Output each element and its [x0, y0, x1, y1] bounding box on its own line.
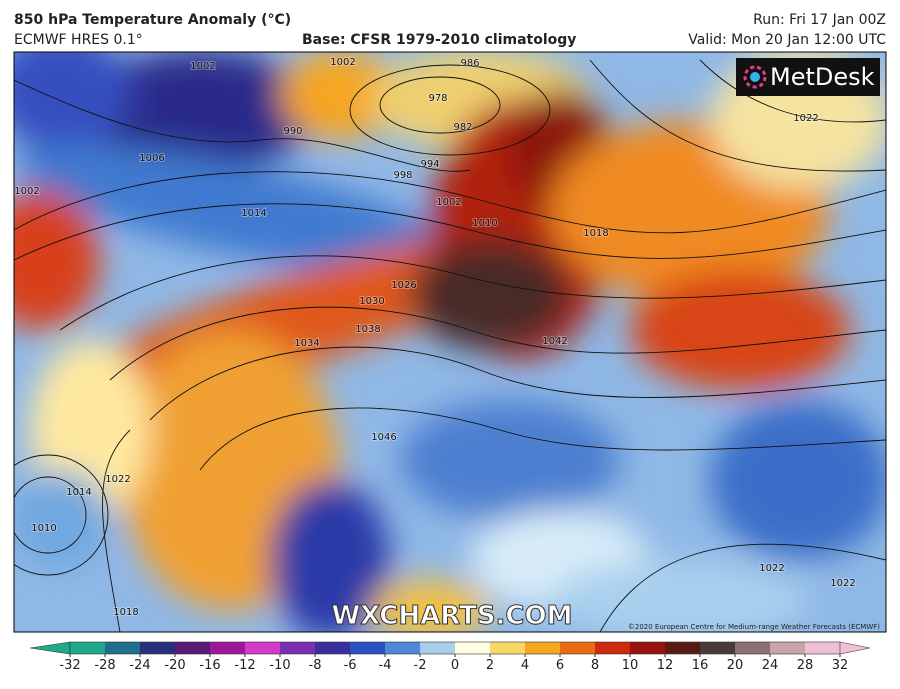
colorbar-segment: [665, 642, 701, 654]
colorbar-segment: [315, 642, 351, 654]
colorbar-tick-label: 2: [486, 658, 494, 673]
isobar-labels: 1002 1002 986 978 982 994 998 1002 1006 1014 1002 9…: [14, 56, 857, 619]
watermark: WXCHARTS.COM: [331, 601, 572, 631]
colorbar-tick-label: 16: [692, 658, 709, 673]
colorbar-tick-label: 10: [622, 658, 639, 673]
colorbar-tick-label: -4: [379, 658, 392, 673]
colorbar-segment: [70, 642, 106, 654]
isobar-label: 1022: [830, 578, 855, 589]
isobar-label: 1042: [542, 336, 567, 347]
valid: Valid: Mon 20 Jan 12:00 UTC: [688, 32, 886, 48]
colorbar-tick-label: -12: [234, 658, 255, 673]
colorbar-tick-label: -28: [94, 658, 115, 673]
base: Base: CFSR 1979-2010 climatology: [302, 32, 576, 48]
isobar-label: 998: [393, 170, 412, 181]
colorbar-arrow-left: [29, 641, 71, 655]
isobar-label: 1002: [14, 186, 39, 197]
isobar-label: 1002: [436, 197, 461, 208]
colorbar-segment: [420, 642, 456, 654]
colorbar-tick-label: 6: [556, 658, 564, 673]
isobar-label: 1010: [472, 218, 497, 229]
isobar-label: 1046: [371, 432, 396, 443]
logo-icon: [743, 65, 767, 89]
colorbar-segment: [140, 642, 176, 654]
colorbar-tick-label: 4: [521, 658, 529, 673]
map: 1002 1002 986 978 982 994 998 1002 1006 1014 1002 9…: [14, 52, 886, 632]
colorbar-segment: [735, 642, 771, 654]
logo-text: MetDesk: [770, 63, 875, 91]
colorbar-segment: [175, 642, 211, 654]
isobar-label: 1014: [241, 208, 266, 219]
colorbar-segment: [595, 642, 631, 654]
colorbar-arrow-right: [839, 641, 871, 655]
map-frame: [13, 51, 887, 633]
isobar-label: 1022: [759, 563, 784, 574]
isobar-label: 990: [283, 126, 302, 137]
isobar-label: 986: [460, 58, 479, 69]
colorbar-tick-label: -2: [414, 658, 427, 673]
isobar-label: 1034: [294, 338, 319, 349]
colorbar-segment: [105, 642, 141, 654]
isobar-label: 1026: [391, 280, 416, 291]
model: ECMWF HRES 0.1°: [14, 32, 143, 48]
colorbar: -32 -28 -24 -20 -16 -12 -10 -8 -6 -4 -2 0 2 4 6 8 10 12 16…: [29, 641, 871, 673]
colorbar-segment: [490, 642, 526, 654]
isobar-label: 982: [453, 122, 472, 133]
colorbar-segment: [630, 642, 666, 654]
colorbar-tick-label: -32: [59, 658, 80, 673]
colorbar-segment: [700, 642, 736, 654]
colorbar-segment: [770, 642, 806, 654]
isobar-label: 1018: [583, 228, 608, 239]
isobar-label: 994: [420, 159, 439, 170]
isobar-label: 1006: [139, 153, 164, 164]
isobar-label: 1002: [190, 61, 215, 72]
colorbar-tick-label: 28: [797, 658, 814, 673]
title: 850 hPa Temperature Anomaly (°C): [14, 12, 291, 28]
colorbar-tick-label: 12: [657, 658, 674, 673]
colorbar-segment: [245, 642, 281, 654]
colorbar-segment: [350, 642, 386, 654]
colorbar-segment: [525, 642, 561, 654]
colorbar-segment: [385, 642, 421, 654]
colorbar-tick-label: 8: [591, 658, 599, 673]
isobar-label: 1018: [113, 607, 138, 618]
colorbar-tick-label: 0: [451, 658, 459, 673]
isobars: [14, 59, 886, 632]
colorbar-tick-label: 32: [832, 658, 849, 673]
colorbar-segment: [455, 642, 491, 654]
colorbar-segment: [280, 642, 316, 654]
isobar-label: 1014: [66, 487, 91, 498]
colorbar-tick-label: -6: [344, 658, 357, 673]
isobar-label: 1030: [359, 296, 384, 307]
isobar-label: 1038: [355, 324, 380, 335]
isobar-label: 1022: [105, 474, 130, 485]
colorbar-tick-label: 20: [727, 658, 744, 673]
colorbar-tick-label: -24: [129, 658, 150, 673]
colorbar-tick-label: -8: [309, 658, 322, 673]
copyright: ©2020 European Centre for Medium-range W…: [628, 623, 880, 631]
colorbar-segment: [805, 642, 841, 654]
anomaly-field: [14, 52, 886, 632]
isobar-label: 1002: [330, 57, 355, 68]
colorbar-tick-label: -20: [164, 658, 185, 673]
colorbar-tick-label: -16: [199, 658, 220, 673]
isobar-label: 1010: [31, 523, 56, 534]
colorbar-segment: [560, 642, 596, 654]
colorbar-tick-label: -10: [269, 658, 290, 673]
run: Run: Fri 17 Jan 00Z: [753, 12, 886, 28]
isobar-label: 978: [428, 93, 447, 104]
colorbar-tick-label: 24: [762, 658, 779, 673]
colorbar-segment: [210, 642, 246, 654]
isobar-label: 1022: [793, 113, 818, 124]
